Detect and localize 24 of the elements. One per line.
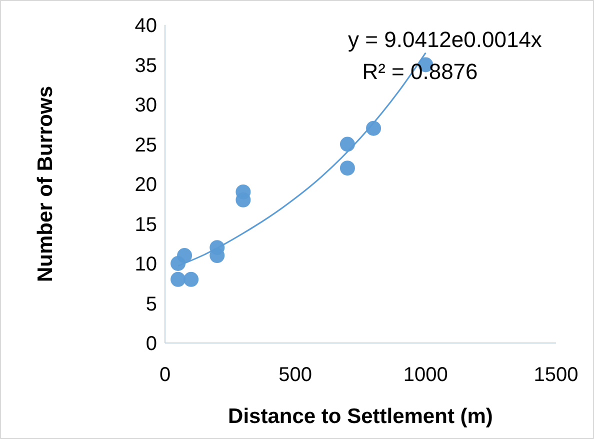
y-tick-label: 10: [134, 254, 157, 276]
x-axis-title: Distance to Settlement (m): [228, 405, 493, 428]
point: [340, 136, 355, 152]
y-tick-label: 35: [134, 54, 157, 77]
y-tick-label: 25: [134, 134, 157, 156]
x-tick-label: 500: [278, 364, 312, 386]
point: [210, 248, 225, 264]
y-tick-label: 0: [146, 333, 157, 355]
point: [184, 272, 199, 287]
point: [236, 192, 251, 208]
y-tick-label: 15: [134, 214, 157, 236]
point: [177, 248, 192, 264]
annotation: R² = 0.8876: [362, 59, 478, 84]
x-tick-label: 1500: [534, 364, 578, 386]
point: [170, 272, 186, 287]
y-axis-title: Number of Burrows: [34, 86, 57, 282]
y-tick-label: 20: [134, 174, 157, 196]
y-tick-label: 5: [146, 293, 157, 316]
y-tick-label: 30: [134, 94, 157, 116]
y-tick-label: 40: [134, 15, 157, 37]
x-tick-label: 1000: [403, 364, 448, 386]
annotation: y = 9.0412e0.0014x: [348, 27, 542, 52]
x-tick-label: 0: [159, 364, 171, 386]
point: [340, 160, 355, 176]
